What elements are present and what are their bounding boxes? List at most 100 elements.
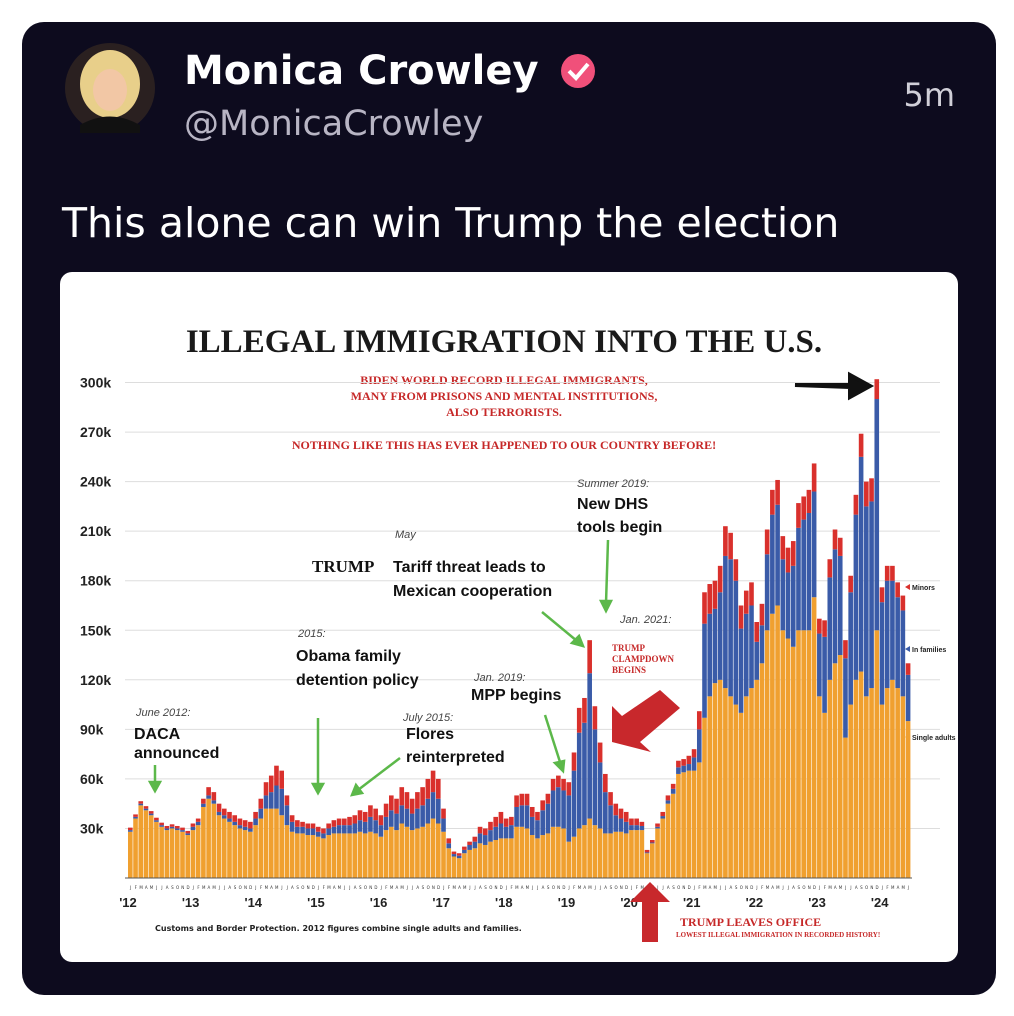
bar-segment	[754, 641, 760, 680]
annotation: detention policy	[296, 672, 419, 689]
x-tick-label: A	[291, 885, 294, 890]
bar-segment	[279, 770, 284, 789]
x-tick-label: D	[562, 885, 565, 890]
bar-segment	[764, 554, 770, 631]
bar-segment	[185, 835, 191, 878]
bar-segment	[498, 811, 504, 824]
bar-segment	[352, 833, 358, 878]
bar-segment	[629, 825, 634, 831]
bar-segment	[665, 800, 671, 804]
bar-segment	[425, 798, 431, 824]
bar-segment	[728, 559, 733, 697]
x-tick-label: S	[422, 885, 425, 890]
bar-segment	[905, 674, 911, 722]
bar-segment	[258, 798, 264, 809]
bar-segment	[221, 815, 227, 819]
x-tick-label: J	[129, 885, 131, 890]
bar-segment	[435, 823, 441, 878]
annotation: Summer 2019:	[577, 478, 649, 490]
bar-segment	[822, 636, 827, 713]
bar-segment	[148, 811, 154, 814]
x-tick-label: A	[145, 885, 148, 890]
bar-segment	[749, 605, 754, 689]
bar-segment	[686, 770, 692, 878]
bar-segment	[545, 833, 551, 878]
bar-segment	[540, 810, 545, 836]
x-tick-label: A	[416, 885, 419, 890]
bar-segment	[430, 770, 436, 793]
x-tick-label: S	[797, 885, 800, 890]
bar-segment	[754, 679, 760, 878]
chart-image[interactable]: ILLEGAL IMMIGRATION INTO THE U.S. BIDEN …	[60, 272, 958, 962]
bar-segment	[655, 828, 660, 878]
bar-segment	[743, 696, 749, 878]
bar-segment	[796, 630, 801, 878]
bar-segment	[670, 788, 676, 794]
bar-segment	[660, 816, 666, 819]
bar-segment	[216, 803, 222, 812]
author-name[interactable]: Monica Crowley	[184, 48, 539, 94]
bar-segment	[686, 764, 692, 771]
bar-segment	[420, 805, 425, 827]
y-tick-label: 210k	[80, 523, 111, 539]
bar-segment	[404, 826, 410, 878]
bar-segment	[373, 820, 378, 834]
x-tick-label: F	[135, 885, 138, 890]
bar-segment	[128, 831, 133, 878]
bar-segment	[519, 805, 525, 827]
annotation: TRUMP LEAVES OFFICE	[680, 915, 821, 929]
bar-segment	[764, 529, 770, 555]
bar-segment	[253, 818, 258, 826]
bar-segment	[691, 749, 697, 758]
bar-segment	[498, 838, 504, 878]
bar-segment	[373, 833, 378, 878]
bar-segment	[211, 803, 217, 878]
bar-segment	[143, 810, 149, 878]
bar-segment	[284, 795, 290, 806]
bar-segment	[629, 830, 634, 878]
x-tick-label: D	[437, 885, 440, 890]
bar-segment	[613, 803, 619, 816]
x-tick-label: J	[755, 885, 757, 890]
bar-segment	[305, 823, 311, 829]
bar-segment	[154, 817, 159, 821]
bar-segment	[869, 501, 874, 689]
x-tick-label: M	[275, 885, 279, 890]
bar-segment	[676, 767, 681, 774]
x-tick-label: M	[327, 885, 331, 890]
bar-segment	[775, 605, 780, 878]
bar-segment	[540, 800, 545, 811]
x-tick-label: F	[886, 885, 889, 890]
bar-segment	[587, 818, 592, 878]
x-tick-label: D	[374, 885, 377, 890]
bar-segment	[190, 830, 196, 878]
bar-segment	[723, 555, 728, 689]
author-handle[interactable]: @MonicaCrowley	[184, 104, 483, 144]
x-tick-label: M	[400, 885, 404, 890]
bar-segment	[128, 830, 133, 832]
bar-segment	[743, 590, 749, 614]
bar-segment	[608, 792, 613, 806]
bar-segment	[467, 841, 472, 845]
x-tick-label: J	[719, 885, 721, 890]
bar-segment	[221, 808, 227, 816]
bar-segment	[321, 838, 326, 878]
bar-segment	[368, 831, 373, 878]
bar-segment	[639, 821, 645, 826]
bar-segment	[618, 808, 624, 819]
bar-segment	[164, 828, 170, 831]
bar-segment	[263, 795, 269, 809]
bar-segment	[613, 815, 619, 832]
bar-segment	[582, 722, 587, 826]
bar-segment	[310, 828, 316, 836]
x-tick-label: O	[614, 885, 617, 890]
bar-segment	[623, 821, 629, 834]
bar-segment	[503, 838, 509, 878]
bar-segment	[603, 792, 608, 834]
bar-segment	[796, 527, 801, 631]
bar-segment	[566, 795, 572, 842]
y-tick-label: 240k	[80, 474, 111, 490]
bar-segment	[576, 828, 582, 878]
avatar[interactable]	[65, 43, 155, 133]
bar-segment	[770, 514, 775, 614]
